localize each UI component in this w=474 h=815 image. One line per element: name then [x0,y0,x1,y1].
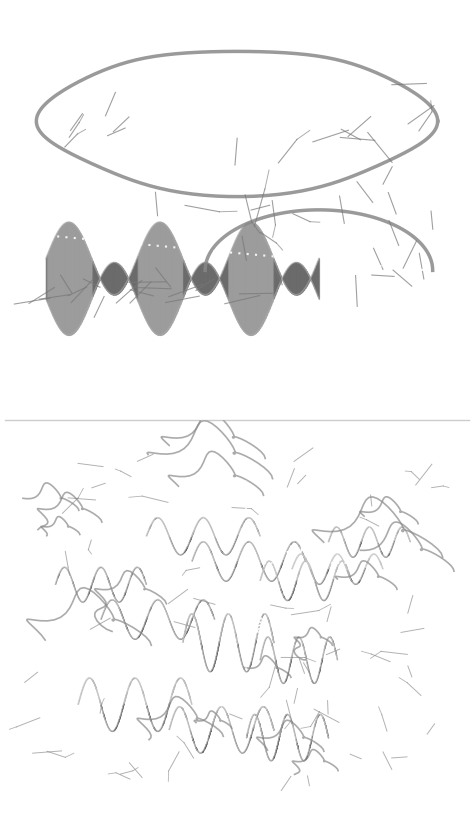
Text: 80.9 A°: 80.9 A° [255,593,265,633]
Text: (b): (b) [14,431,39,447]
Text: 33.1 A°: 33.1 A° [90,216,129,226]
Text: 89.9 A°: 89.9 A° [272,545,311,555]
Text: (a): (a) [14,20,38,35]
Text: 35.3 A°: 35.3 A° [281,228,320,238]
